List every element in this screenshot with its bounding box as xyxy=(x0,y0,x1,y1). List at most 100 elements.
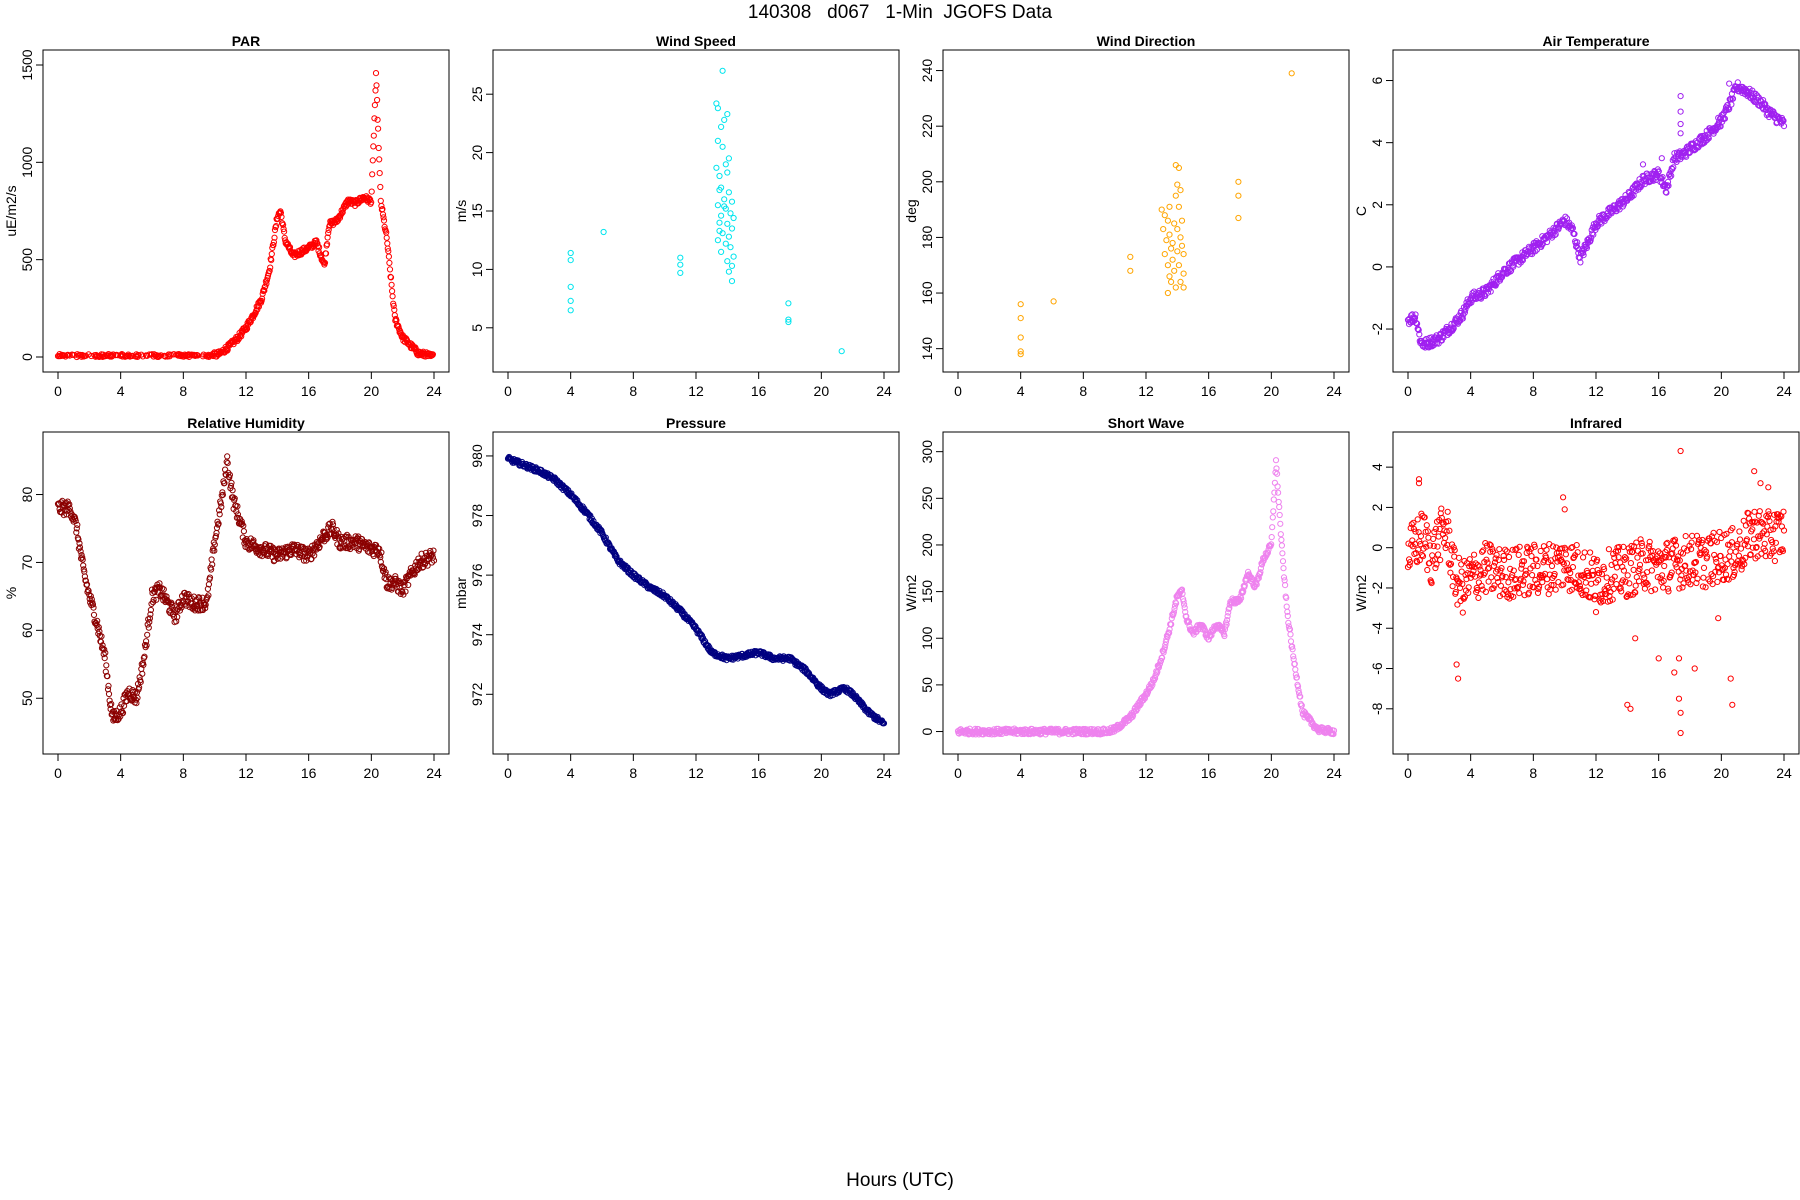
infrared-point xyxy=(1736,536,1744,543)
short-wave-x-tick-label: 16 xyxy=(1201,765,1217,781)
wind-speed-point xyxy=(785,318,792,326)
infrared-point xyxy=(1562,551,1570,558)
infrared-point xyxy=(1636,565,1643,573)
infrared-point xyxy=(1749,544,1756,551)
infrared-point xyxy=(1592,609,1600,616)
relative-humidity-point xyxy=(153,596,160,603)
infrared-point xyxy=(1648,567,1656,574)
pressure-point xyxy=(574,497,581,504)
infrared-point xyxy=(1455,554,1463,562)
infrared-point xyxy=(1415,476,1423,483)
air-temperature-y-tick-label: 2 xyxy=(1369,201,1385,209)
wind-direction-point xyxy=(1050,298,1057,305)
par-point xyxy=(286,244,294,251)
infrared-point xyxy=(1510,593,1517,600)
relative-humidity-point xyxy=(106,697,113,704)
par-point xyxy=(238,333,245,340)
infrared-point xyxy=(1442,534,1449,542)
infrared-point xyxy=(1492,555,1499,562)
infrared-point xyxy=(1561,506,1568,513)
wind-direction-point xyxy=(1169,256,1176,263)
air-temperature-point xyxy=(1771,110,1778,117)
air-temperature-point xyxy=(1544,238,1551,246)
par-x-tick-label: 4 xyxy=(117,383,125,399)
par-y-tick-label: 500 xyxy=(19,248,35,272)
infrared-point xyxy=(1476,572,1484,579)
infrared-point xyxy=(1574,549,1581,556)
infrared-point xyxy=(1749,526,1756,533)
pressure-x-tick-label: 8 xyxy=(629,765,637,781)
infrared-point xyxy=(1505,579,1512,586)
wind-direction-point xyxy=(1127,267,1134,274)
par-point xyxy=(273,223,280,230)
par-point xyxy=(325,229,332,237)
wind-speed-point xyxy=(716,186,723,194)
infrared-point xyxy=(1555,579,1562,586)
wind-direction-point xyxy=(1164,289,1172,297)
par-point xyxy=(260,286,267,294)
par-x-tick-label: 16 xyxy=(301,383,317,399)
short-wave-point xyxy=(1178,586,1186,593)
par-point xyxy=(321,259,329,266)
air-temperature-series xyxy=(1404,79,1788,351)
infrared-point xyxy=(1503,548,1510,555)
relative-humidity-point xyxy=(146,615,153,622)
par-y-label: uE/m2/s xyxy=(3,185,19,236)
short-wave-point xyxy=(1289,643,1296,650)
air-temperature-point xyxy=(1530,248,1537,255)
short-wave-point xyxy=(1269,524,1276,531)
infrared-point xyxy=(1512,546,1519,554)
infrared-point xyxy=(1622,578,1629,585)
air-temperature-point xyxy=(1574,239,1581,246)
air-temperature-point xyxy=(1659,174,1666,181)
air-temperature-point xyxy=(1571,230,1578,237)
infrared-point xyxy=(1442,544,1449,552)
infrared-point xyxy=(1509,546,1516,553)
infrared-point xyxy=(1480,547,1487,554)
short-wave-point xyxy=(1279,550,1286,557)
relative-humidity-point xyxy=(343,531,351,539)
infrared-point xyxy=(1637,536,1644,543)
wind-direction-x-tick-label: 8 xyxy=(1079,383,1087,399)
infrared-point xyxy=(1594,556,1601,564)
wind-direction-point xyxy=(1178,217,1186,224)
relative-humidity-series xyxy=(54,453,438,724)
infrared-point xyxy=(1536,574,1543,581)
short-wave-point xyxy=(1290,653,1297,660)
par-point xyxy=(280,221,287,228)
par-point xyxy=(202,352,209,359)
short-wave-point xyxy=(1294,683,1302,690)
air-temperature-point xyxy=(1658,175,1665,182)
wind-speed-point xyxy=(722,240,729,247)
wind-speed-x-tick-label: 24 xyxy=(876,383,892,399)
infrared-point xyxy=(1732,548,1739,555)
par-point xyxy=(377,197,384,204)
relative-humidity-y-label: % xyxy=(3,587,19,599)
short-wave-point xyxy=(1157,657,1165,664)
infrared-point xyxy=(1644,581,1651,588)
wind-speed-x-tick-label: 20 xyxy=(814,383,830,399)
infrared-point xyxy=(1484,559,1491,566)
infrared-x-tick-label: 20 xyxy=(1714,765,1730,781)
infrared-point xyxy=(1530,562,1537,570)
infrared-point xyxy=(1731,568,1738,576)
infrared-point xyxy=(1590,571,1597,578)
short-wave-point xyxy=(1264,549,1272,556)
infrared-point xyxy=(1526,583,1534,590)
air-temperature-point xyxy=(1726,80,1733,87)
relative-humidity-point xyxy=(401,582,408,589)
infrared-point xyxy=(1760,520,1767,527)
relative-humidity-point xyxy=(79,556,86,563)
relative-humidity-point xyxy=(66,505,73,512)
infrared-point xyxy=(1614,547,1622,554)
par-point xyxy=(314,240,321,247)
relative-humidity-point xyxy=(104,673,111,680)
par-point xyxy=(376,156,383,163)
infrared-point xyxy=(1712,555,1719,562)
relative-humidity-point xyxy=(226,471,233,478)
infrared-point xyxy=(1458,568,1465,575)
infrared-point xyxy=(1579,591,1586,599)
short-wave-point xyxy=(1280,565,1287,572)
infrared-y-tick-label: 0 xyxy=(1369,544,1385,552)
